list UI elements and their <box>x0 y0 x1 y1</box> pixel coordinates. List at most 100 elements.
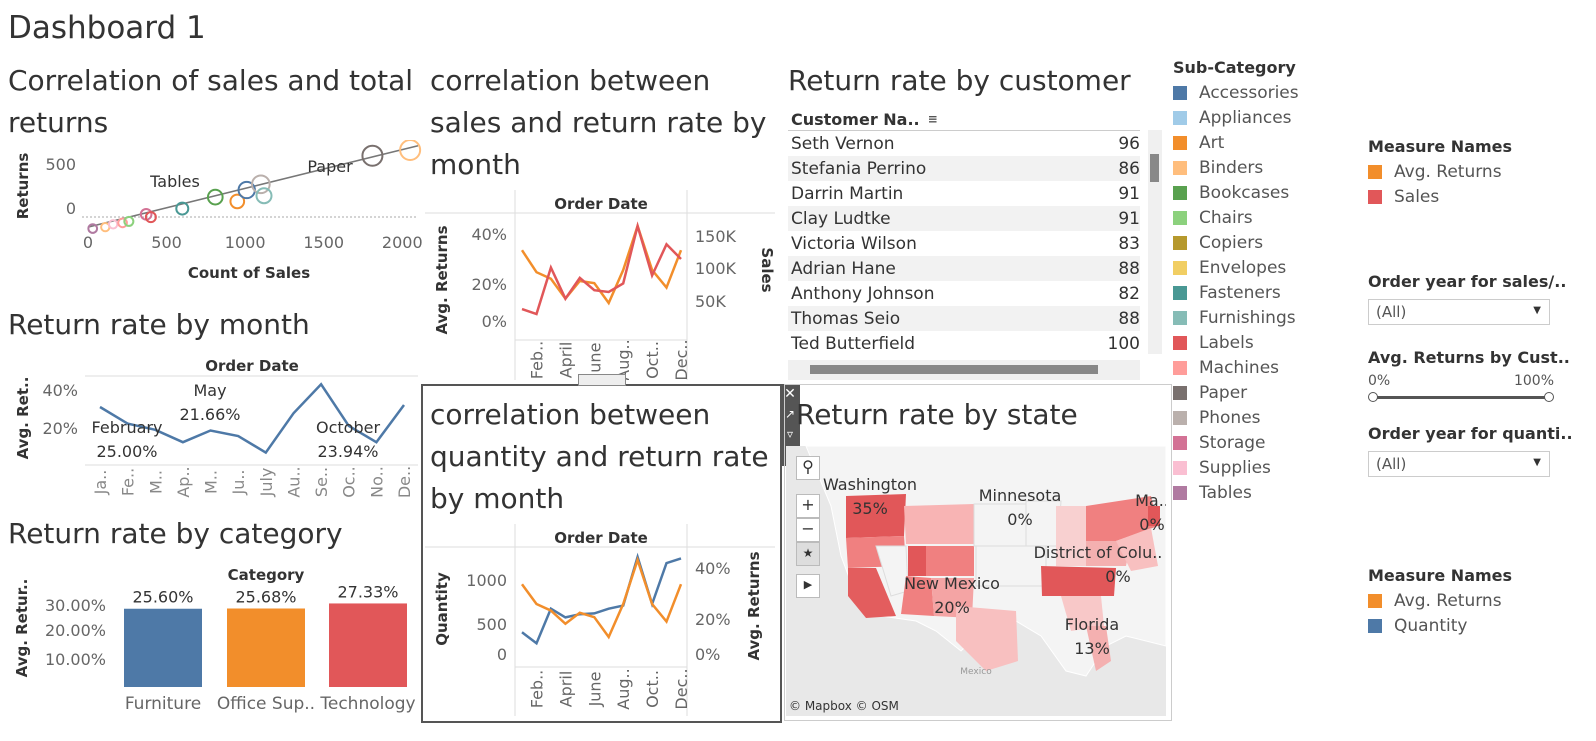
category-bar[interactable] <box>124 608 202 687</box>
subcategory-legend-item[interactable]: Envelopes <box>1173 255 1343 280</box>
map-label-value: 13% <box>1074 639 1110 658</box>
subcategory-legend-item[interactable]: Binders <box>1173 155 1343 180</box>
return-month-chart[interactable]: Order Date Avg. Ret.. 40% 20% Ja.. Fe.. M.… <box>0 350 420 500</box>
state-massachusetts[interactable] <box>1148 506 1160 526</box>
scatter-point[interactable] <box>107 219 119 230</box>
map-attribution[interactable]: © Mapbox © OSM <box>789 699 899 713</box>
scatter-point[interactable] <box>206 188 224 206</box>
scatter-point[interactable] <box>361 144 384 167</box>
scatter-point[interactable] <box>399 140 422 161</box>
order-year-quantity-dropdown[interactable]: (All) ▼ <box>1368 451 1550 477</box>
state-map[interactable]: Mexico Washington 35% Minnesota 0% Distr… <box>786 446 1166 716</box>
customer-return-rate: 91 <box>1118 208 1140 229</box>
subcategory-legend-item[interactable]: Accessories <box>1173 80 1343 105</box>
table-row[interactable]: Stefania Perrino 86 <box>788 156 1140 181</box>
category-chart[interactable]: Category Avg. Retur.. 30.00% 20.00% 10.0… <box>0 560 420 720</box>
measure-legend-quantity-item[interactable]: Quantity <box>1368 613 1568 638</box>
state-virginia-dc[interactable] <box>1116 528 1158 571</box>
subcategory-legend-item[interactable]: Art <box>1173 130 1343 155</box>
table-row[interactable]: Darrin Martin 91 <box>788 181 1140 206</box>
measure-legend-sales-title: Measure Names <box>1368 137 1513 156</box>
annotation-february-label: February <box>92 418 163 437</box>
sales-month-chart[interactable]: Order Date Avg. Returns Sales 40% 20% 0%… <box>425 190 780 380</box>
filter-icon[interactable]: ▿ <box>786 427 794 441</box>
scatter-point[interactable] <box>251 174 271 195</box>
return-month-xtick: De.. <box>395 466 414 498</box>
state-georgia[interactable] <box>1061 596 1104 631</box>
series-line-sales[interactable] <box>521 221 682 316</box>
series-line-quantity[interactable] <box>521 552 682 646</box>
pin-map-icon[interactable]: ★ <box>796 542 820 566</box>
legend-swatch <box>1368 593 1382 608</box>
avg-returns-range-slider[interactable] <box>1368 391 1554 403</box>
sales-month-xtick: Aug.. <box>614 339 633 380</box>
category-bar[interactable] <box>227 608 305 687</box>
category-xtick: Furniture <box>125 694 201 714</box>
subcategory-legend-item[interactable]: Furnishings <box>1173 305 1343 330</box>
table-row[interactable]: Seth Vernon 96 <box>788 131 1140 156</box>
scatter-chart[interactable]: Returns 500 0 0 500 1000 1500 2000 Tables Pa… <box>0 140 425 290</box>
customer-horizontal-scrollbar[interactable] <box>788 360 1140 380</box>
customer-vertical-scrollbar[interactable] <box>1148 130 1162 354</box>
table-row[interactable]: Ted Butterfield 100 <box>788 331 1140 356</box>
subcategory-legend-item[interactable]: Bookcases <box>1173 180 1343 205</box>
state-new-york[interactable] <box>1086 496 1158 541</box>
order-year-quantity-value: (All) <box>1376 455 1407 473</box>
slider-max-handle[interactable] <box>1544 392 1554 402</box>
series-line-avg-returns[interactable] <box>99 382 406 455</box>
customer-column-header[interactable]: Customer Na.. ≡ <box>788 108 1140 131</box>
order-year-sales-dropdown[interactable]: (All) ▼ <box>1368 299 1550 325</box>
measure-legend-sales-item[interactable]: Avg. Returns <box>1368 159 1568 184</box>
subcategory-legend-item[interactable]: Fasteners <box>1173 280 1343 305</box>
subcategory-legend-item[interactable]: Paper <box>1173 380 1343 405</box>
quantity-month-chart[interactable]: Order Date Quantity Avg. Returns 1000 50… <box>425 524 777 716</box>
measure-legend-quantity-item[interactable]: Avg. Returns <box>1368 588 1568 613</box>
subcategory-legend-item[interactable]: Appliances <box>1173 105 1343 130</box>
scatter-point[interactable] <box>175 201 190 216</box>
expand-toolbar-icon[interactable]: ▶ <box>796 574 820 598</box>
subcategory-legend-item[interactable]: Supplies <box>1173 455 1343 480</box>
state-arizona[interactable] <box>901 576 934 616</box>
category-title: Return rate by category <box>8 517 343 550</box>
slider-min-handle[interactable] <box>1368 392 1378 402</box>
table-row[interactable]: Adrian Hane 88 <box>788 256 1140 281</box>
table-row[interactable]: Anthony Johnson 82 <box>788 281 1140 306</box>
state-montana-wyoming[interactable] <box>904 504 974 544</box>
state-tennessee[interactable] <box>1041 566 1116 596</box>
subcategory-legend-item[interactable]: Chairs <box>1173 205 1343 230</box>
state-utah[interactable] <box>908 546 926 576</box>
map-search-icon[interactable]: ⚲ <box>796 456 820 480</box>
customer-vscroll-thumb[interactable] <box>1150 154 1159 182</box>
popout-icon[interactable]: ↗ <box>784 407 796 421</box>
state-florida[interactable] <box>1086 626 1111 671</box>
state-california[interactable] <box>848 568 896 618</box>
scatter-point[interactable] <box>144 211 157 224</box>
drag-handle[interactable] <box>578 374 626 386</box>
series-line-avg-returns[interactable] <box>520 555 683 640</box>
subcategory-legend-item[interactable]: Storage <box>1173 430 1343 455</box>
zoom-out-icon[interactable]: − <box>796 518 820 542</box>
scatter-point[interactable] <box>123 215 135 227</box>
state-texas[interactable] <box>956 606 1018 671</box>
close-icon[interactable]: ✕ <box>784 386 796 402</box>
customer-hscroll-thumb[interactable] <box>810 365 1098 374</box>
table-row[interactable]: Clay Ludtke 91 <box>788 206 1140 231</box>
scatter-point[interactable] <box>255 187 273 205</box>
scatter-point[interactable] <box>229 193 246 210</box>
measure-legend-sales-item[interactable]: Sales <box>1368 184 1568 209</box>
subcategory-legend-item[interactable]: Machines <box>1173 355 1343 380</box>
zoom-in-icon[interactable]: + <box>796 494 820 518</box>
state-washington[interactable] <box>846 494 906 538</box>
subcategory-legend-item[interactable]: Tables <box>1173 480 1343 505</box>
category-bar[interactable] <box>329 603 407 687</box>
sort-icon[interactable]: ≡ <box>927 112 938 126</box>
table-row[interactable]: Victoria Wilson 83 <box>788 231 1140 256</box>
state-great-lakes[interactable] <box>1056 506 1086 566</box>
table-row[interactable]: Thomas Seio 88 <box>788 306 1140 331</box>
subcategory-legend-item[interactable]: Copiers <box>1173 230 1343 255</box>
scatter-point[interactable] <box>87 223 99 234</box>
subcategory-legend-item[interactable]: Phones <box>1173 405 1343 430</box>
state-colorado[interactable] <box>926 546 974 576</box>
scatter-point[interactable] <box>117 217 128 229</box>
subcategory-legend-item[interactable]: Labels <box>1173 330 1343 355</box>
